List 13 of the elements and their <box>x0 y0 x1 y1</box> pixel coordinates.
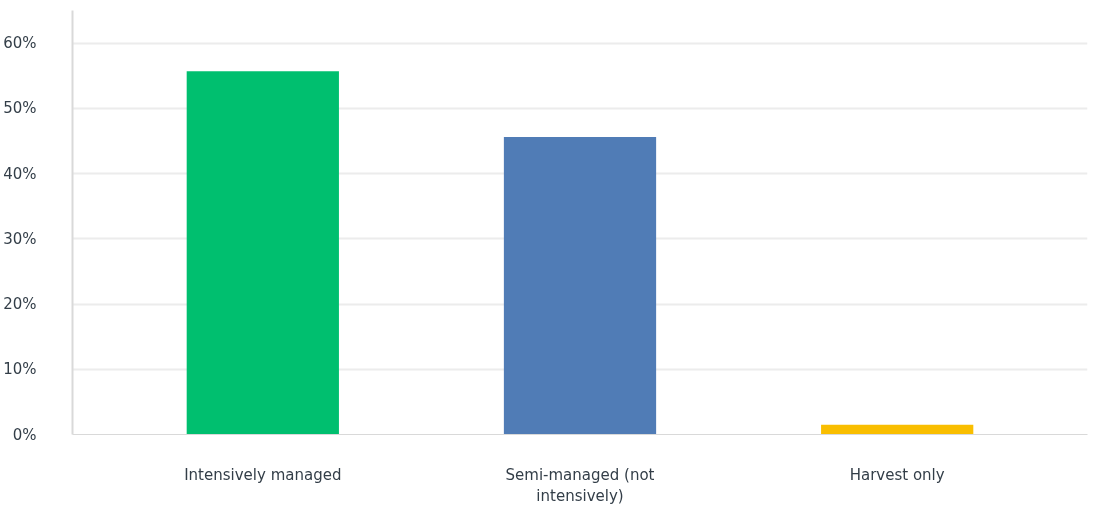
y-tick-label: 60% <box>3 34 37 53</box>
y-tick-label: 50% <box>3 99 37 118</box>
bar <box>503 137 657 435</box>
y-tick-label: 30% <box>3 229 37 248</box>
bar <box>821 424 974 435</box>
y-tick-label: 10% <box>3 360 37 379</box>
y-tick-label: 40% <box>3 164 37 183</box>
y-tick-label: 20% <box>3 295 37 314</box>
x-tick-label: Intensively managed <box>184 465 342 484</box>
y-tick-label: 0% <box>12 425 37 444</box>
bar <box>186 71 339 435</box>
x-tick-label: Semi-managed (not intensively) <box>505 465 655 506</box>
x-tick-label: Harvest only <box>849 465 945 484</box>
